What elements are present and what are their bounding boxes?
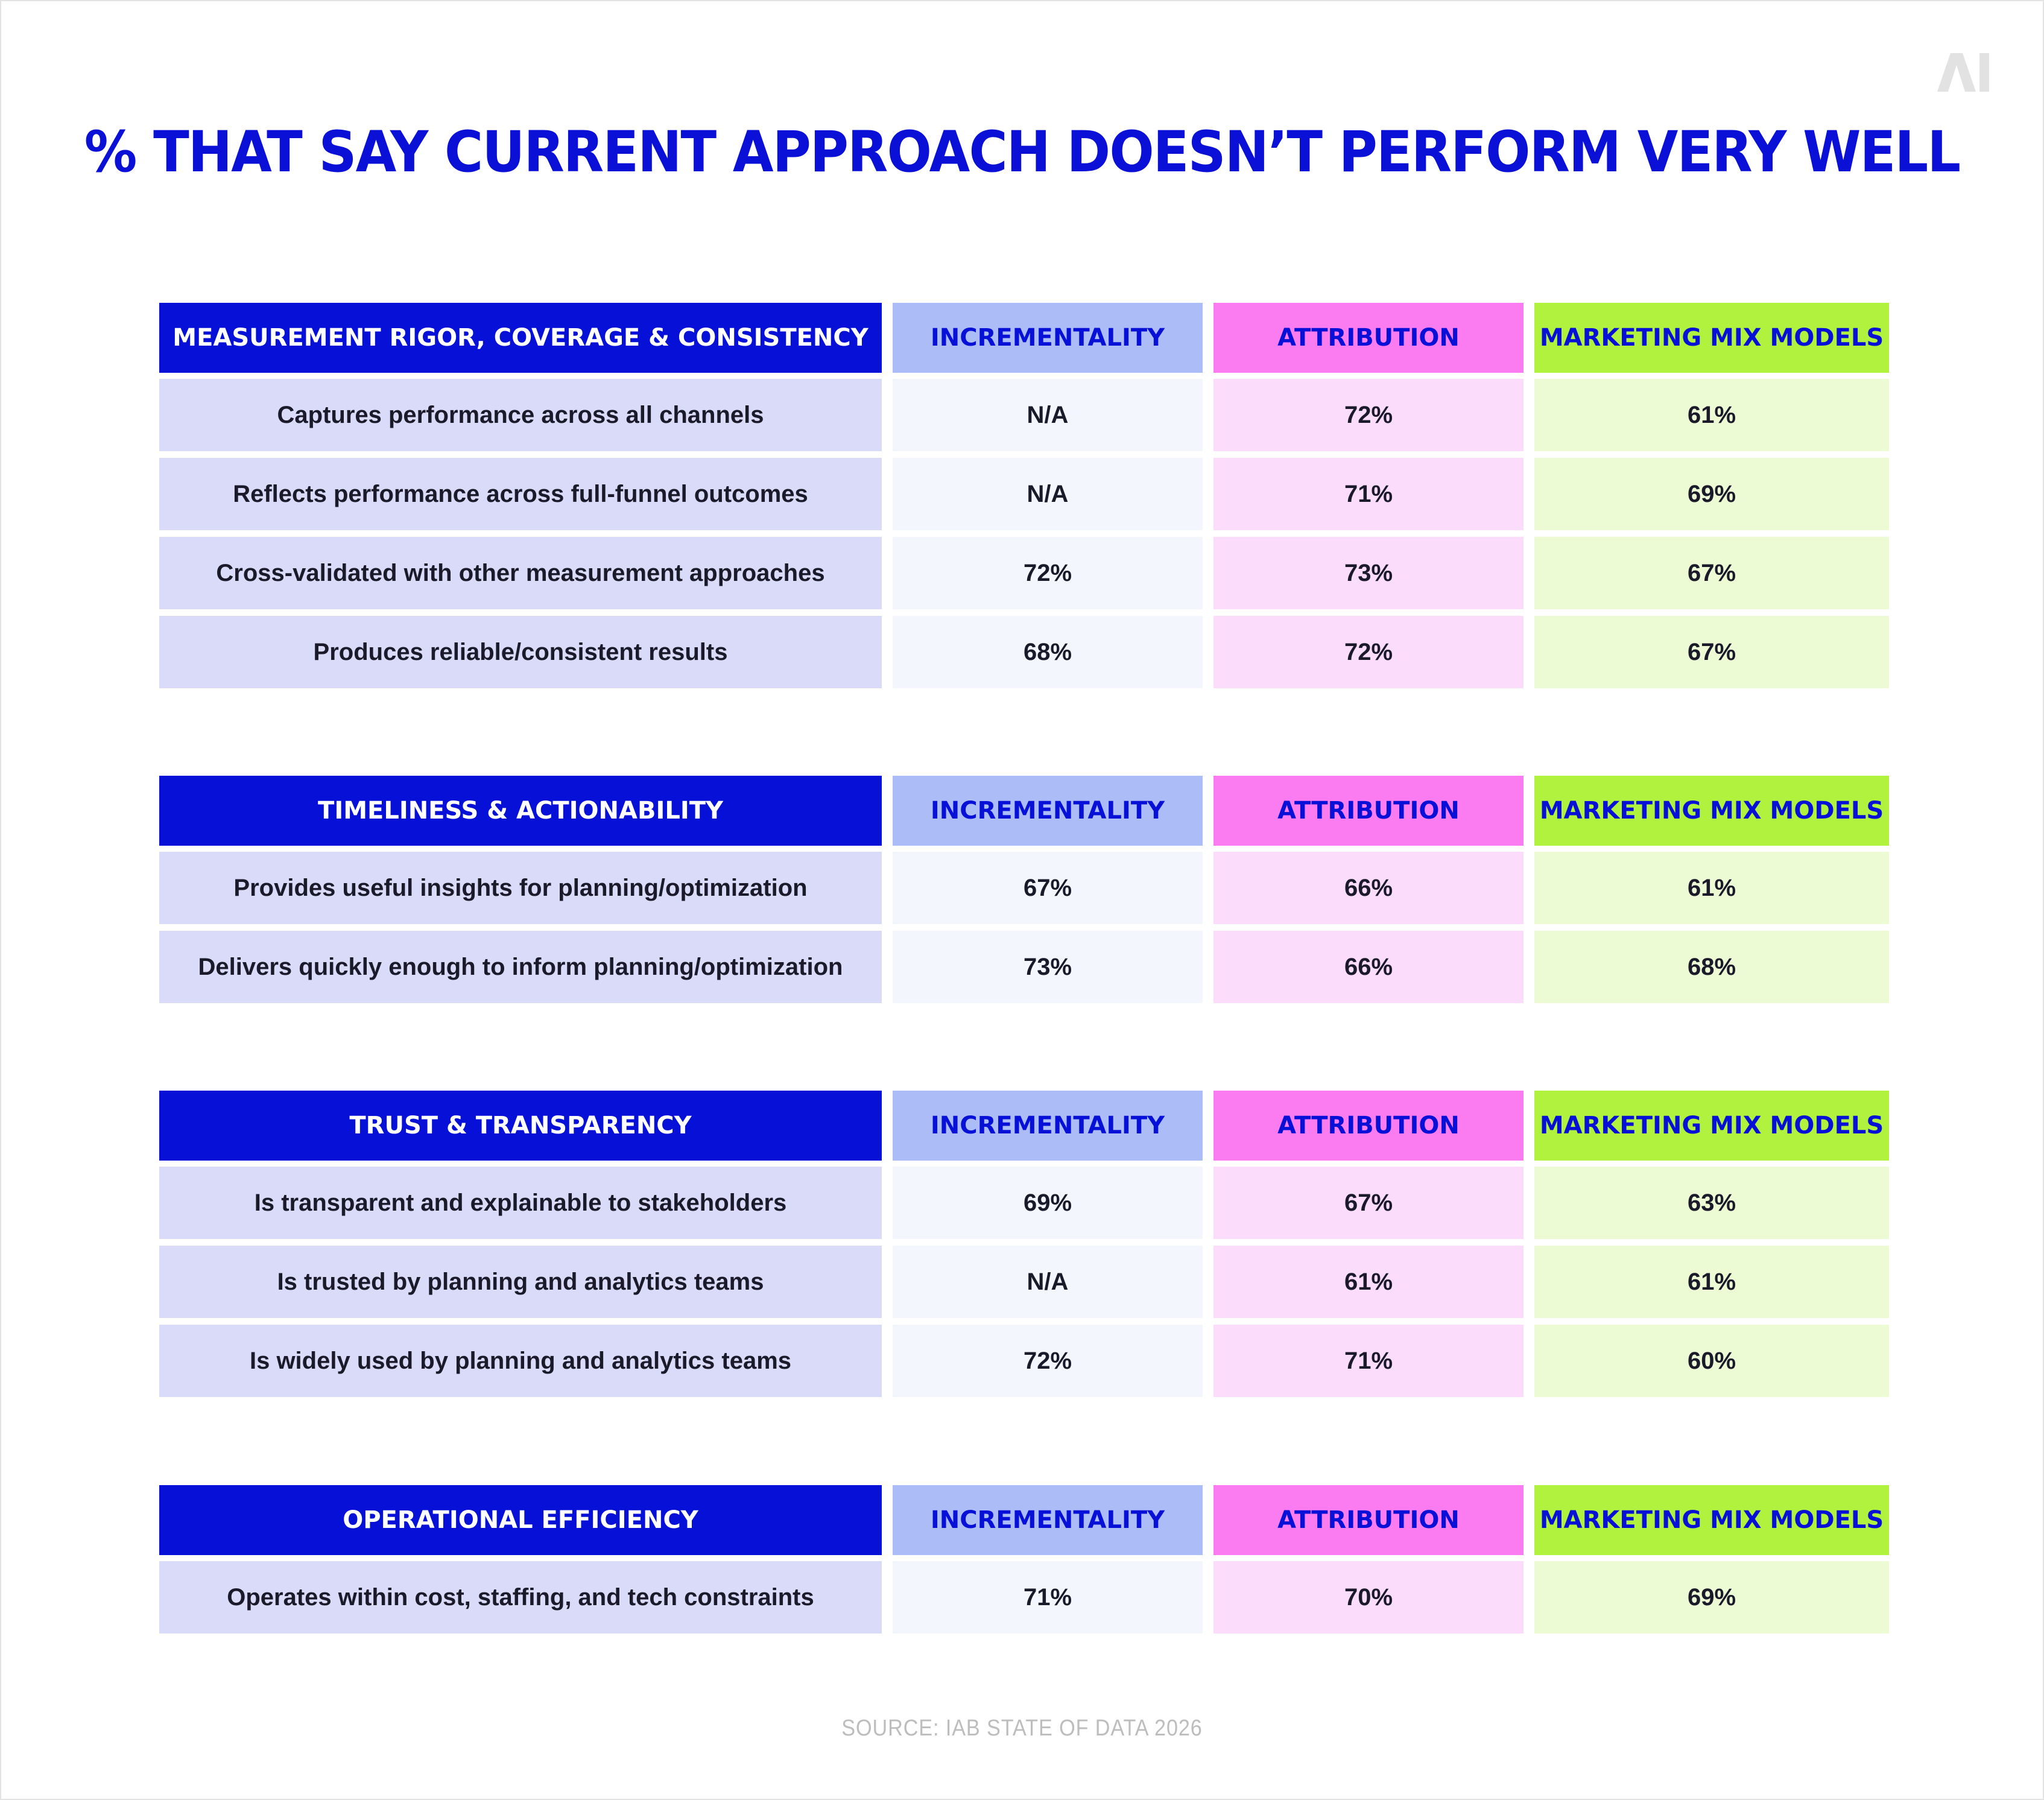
mmm-value: 69% [1534,458,1889,530]
table-row: Delivers quickly enough to inform planni… [159,931,1889,1003]
attribution-header: ATTRIBUTION [1213,776,1524,846]
incrementality-value: 69% [893,1167,1203,1239]
incrementality-value: 73% [893,931,1203,1003]
source-note: SOURCE: IAB STATE OF DATA 2026 [841,1716,1203,1741]
table-row: Is trusted by planning and analytics tea… [159,1246,1889,1318]
attribution-value: 72% [1213,616,1524,688]
group-header: TIMELINESS & ACTIONABILITY [159,776,882,846]
table-group: TIMELINESS & ACTIONABILITY INCREMENTALITY… [159,776,1889,1010]
table-group: OPERATIONAL EFFICIENCY INCREMENTALITY ATTR… [159,1485,1889,1640]
table-row: Reflects performance across full-funnel … [159,458,1889,530]
row-label: Operates within cost, staffing, and tech… [159,1561,882,1634]
row-label: Captures performance across all channels [159,379,882,451]
row-label: Is trusted by planning and analytics tea… [159,1246,882,1318]
attribution-value: 72% [1213,379,1524,451]
row-label: Provides useful insights for planning/op… [159,852,882,924]
incrementality-value: 71% [893,1561,1203,1634]
incrementality-value: 72% [893,537,1203,609]
mmm-value: 61% [1534,852,1889,924]
attribution-header: ATTRIBUTION [1213,303,1524,373]
row-label: Is widely used by planning and analytics… [159,1325,882,1397]
incrementality-header: INCREMENTALITY [893,776,1203,846]
group-header-row: TIMELINESS & ACTIONABILITY INCREMENTALITY… [159,776,1889,846]
mmm-header: MARKETING MIX MODELS [1534,776,1889,846]
mmm-value: 67% [1534,537,1889,609]
mmm-value: 61% [1534,1246,1889,1318]
mmm-value: 60% [1534,1325,1889,1397]
row-label: Delivers quickly enough to inform planni… [159,931,882,1003]
mmm-header: MARKETING MIX MODELS [1534,1485,1889,1555]
table-row: Produces reliable/consistent results 68% 7… [159,616,1889,688]
table-group: TRUST & TRANSPARENCY INCREMENTALITY ATTRIB… [159,1091,1889,1404]
mmm-value: 67% [1534,616,1889,688]
attribution-header: ATTRIBUTION [1213,1485,1524,1555]
attribution-value: 67% [1213,1167,1524,1239]
attribution-header: ATTRIBUTION [1213,1091,1524,1161]
chart-title: % THAT SAY CURRENT APPROACH DOESN’T PERF… [84,119,1961,185]
group-header-row: MEASUREMENT RIGOR, COVERAGE & CONSISTENC… [159,303,1889,373]
table-group: MEASUREMENT RIGOR, COVERAGE & CONSISTENC… [159,303,1889,695]
row-label: Is transparent and explainable to stakeh… [159,1167,882,1239]
mmm-header: MARKETING MIX MODELS [1534,1091,1889,1161]
group-header: MEASUREMENT RIGOR, COVERAGE & CONSISTENC… [159,303,882,373]
group-header: TRUST & TRANSPARENCY [159,1091,882,1161]
attribution-value: 61% [1213,1246,1524,1318]
incrementality-header: INCREMENTALITY [893,1091,1203,1161]
attribution-value: 66% [1213,852,1524,924]
table-row: Provides useful insights for planning/op… [159,852,1889,924]
table-row: Is transparent and explainable to stakeh… [159,1167,1889,1239]
logo-letter-a [1937,53,1976,92]
attribution-value: 66% [1213,931,1524,1003]
row-label: Cross-validated with other measurement a… [159,537,882,609]
incrementality-header: INCREMENTALITY [893,303,1203,373]
incrementality-header: INCREMENTALITY [893,1485,1203,1555]
table-row: Operates within cost, staffing, and tech… [159,1561,1889,1634]
incrementality-value: 72% [893,1325,1203,1397]
table-row: Cross-validated with other measurement a… [159,537,1889,609]
mmm-value: 61% [1534,379,1889,451]
group-header-row: TRUST & TRANSPARENCY INCREMENTALITY ATTRIB… [159,1091,1889,1161]
incrementality-value: N/A [893,379,1203,451]
mmm-value: 69% [1534,1561,1889,1634]
incrementality-value: 67% [893,852,1203,924]
mmm-value: 63% [1534,1167,1889,1239]
mmm-value: 68% [1534,931,1889,1003]
group-header: OPERATIONAL EFFICIENCY [159,1485,882,1555]
attribution-value: 73% [1213,537,1524,609]
row-label: Produces reliable/consistent results [159,616,882,688]
incrementality-value: 68% [893,616,1203,688]
incrementality-value: N/A [893,458,1203,530]
attribution-value: 71% [1213,1325,1524,1397]
incrementality-value: N/A [893,1246,1203,1318]
logo-letter-i [1979,53,1989,92]
table-row: Captures performance across all channels… [159,379,1889,451]
attribution-value: 70% [1213,1561,1524,1634]
attribution-value: 71% [1213,458,1524,530]
row-label: Reflects performance across full-funnel … [159,458,882,530]
group-header-row: OPERATIONAL EFFICIENCY INCREMENTALITY ATTR… [159,1485,1889,1555]
mmm-header: MARKETING MIX MODELS [1534,303,1889,373]
logo-text: AI [1937,53,1938,54]
ai-logo: AI [1937,53,1989,92]
table-row: Is widely used by planning and analytics… [159,1325,1889,1397]
